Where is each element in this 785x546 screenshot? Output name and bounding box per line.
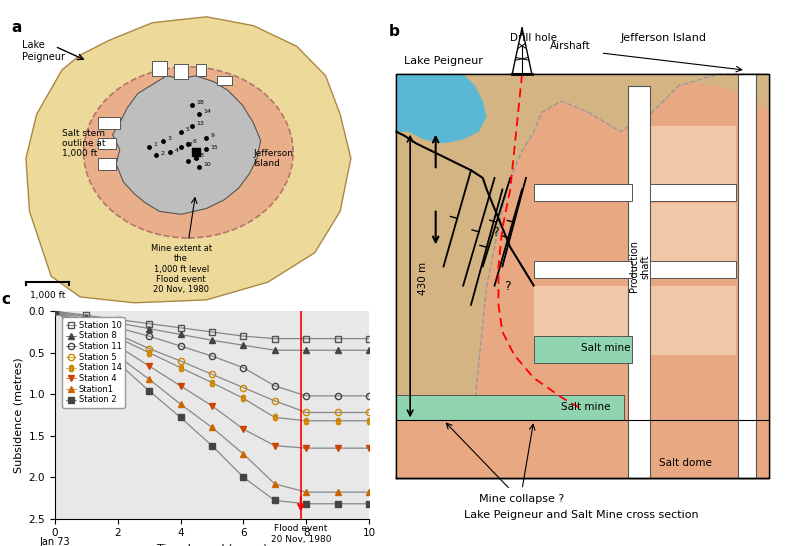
Text: 3: 3: [167, 136, 171, 141]
Text: Lake Peigneur: Lake Peigneur: [404, 56, 483, 67]
Polygon shape: [217, 76, 232, 85]
Text: Subsidence
pit: Subsidence pit: [427, 117, 484, 139]
Bar: [396, 74, 769, 478]
Polygon shape: [152, 61, 166, 76]
Bar: [649, 126, 736, 183]
Bar: [534, 336, 632, 363]
Text: Jefferson Island: Jefferson Island: [620, 33, 706, 43]
Text: 1: 1: [153, 142, 157, 147]
Legend: Station 10, Station 8, Station 11, Station 5, Station 14, Station 4, Station1, S: Station 10, Station 8, Station 11, Stati…: [62, 317, 125, 408]
Bar: [649, 183, 736, 201]
X-axis label: Time lapsed (years): Time lapsed (years): [157, 544, 267, 546]
Text: Production
shaft: Production shaft: [629, 240, 650, 293]
Polygon shape: [396, 74, 769, 478]
Text: 4: 4: [175, 147, 179, 152]
Text: 5: 5: [185, 127, 189, 132]
Text: c: c: [2, 292, 10, 307]
Text: Mine extent at
the
1,000 ft level
Flood event
20 Nov, 1980: Mine extent at the 1,000 ft level Flood …: [151, 244, 212, 294]
Bar: [628, 86, 649, 478]
Text: Mine collapse ?: Mine collapse ?: [480, 494, 564, 504]
Bar: [396, 74, 769, 478]
Bar: [534, 183, 632, 201]
Text: 10: 10: [203, 162, 211, 167]
Text: Lake Peigneur and Salt Mine cross section: Lake Peigneur and Salt Mine cross sectio…: [464, 509, 698, 520]
Bar: [396, 420, 769, 478]
Polygon shape: [98, 117, 120, 129]
Text: Salt mine: Salt mine: [581, 343, 630, 353]
Bar: [534, 260, 632, 278]
Polygon shape: [112, 76, 261, 215]
Text: a: a: [12, 20, 22, 35]
Polygon shape: [396, 74, 487, 228]
Bar: [649, 203, 736, 260]
Text: 2: 2: [160, 151, 164, 156]
Polygon shape: [396, 74, 487, 144]
Text: ?: ?: [493, 225, 499, 239]
Bar: [534, 286, 632, 355]
Text: Salt mine: Salt mine: [561, 402, 611, 412]
Polygon shape: [98, 138, 116, 150]
Text: Lake
Peigneur: Lake Peigneur: [22, 40, 65, 62]
Text: Salt dome: Salt dome: [659, 458, 712, 467]
Text: 9: 9: [211, 133, 215, 138]
Ellipse shape: [84, 67, 293, 238]
Polygon shape: [26, 17, 351, 303]
Text: Jefferson
Island: Jefferson Island: [254, 149, 294, 168]
Text: Jan 73: Jan 73: [39, 537, 70, 546]
Text: 18: 18: [196, 100, 204, 105]
Y-axis label: Subsidence (metres): Subsidence (metres): [13, 357, 23, 473]
Text: 8: 8: [200, 153, 204, 158]
Polygon shape: [174, 64, 188, 79]
Bar: [649, 286, 736, 355]
Bar: [649, 260, 736, 278]
Text: b: b: [389, 24, 400, 39]
Text: 15: 15: [211, 145, 218, 150]
Text: 11: 11: [193, 157, 200, 162]
Text: 14: 14: [203, 109, 211, 114]
Bar: [396, 395, 624, 420]
Polygon shape: [98, 158, 116, 170]
Bar: [738, 74, 755, 478]
Text: 430 m: 430 m: [418, 262, 428, 294]
Polygon shape: [640, 74, 769, 112]
Text: 6: 6: [193, 139, 196, 144]
Text: Airshaft: Airshaft: [550, 41, 590, 51]
Text: 13: 13: [196, 121, 204, 126]
Text: 1,000 ft: 1,000 ft: [30, 291, 65, 300]
Text: ?: ?: [504, 280, 511, 293]
Text: Salt stem
outline at
1,000 ft: Salt stem outline at 1,000 ft: [62, 129, 105, 158]
Text: 12: 12: [185, 142, 193, 147]
Text: Flood event
20 Nov, 1980: Flood event 20 Nov, 1980: [271, 524, 331, 544]
Polygon shape: [195, 64, 206, 76]
Text: Drill hole: Drill hole: [510, 33, 557, 43]
